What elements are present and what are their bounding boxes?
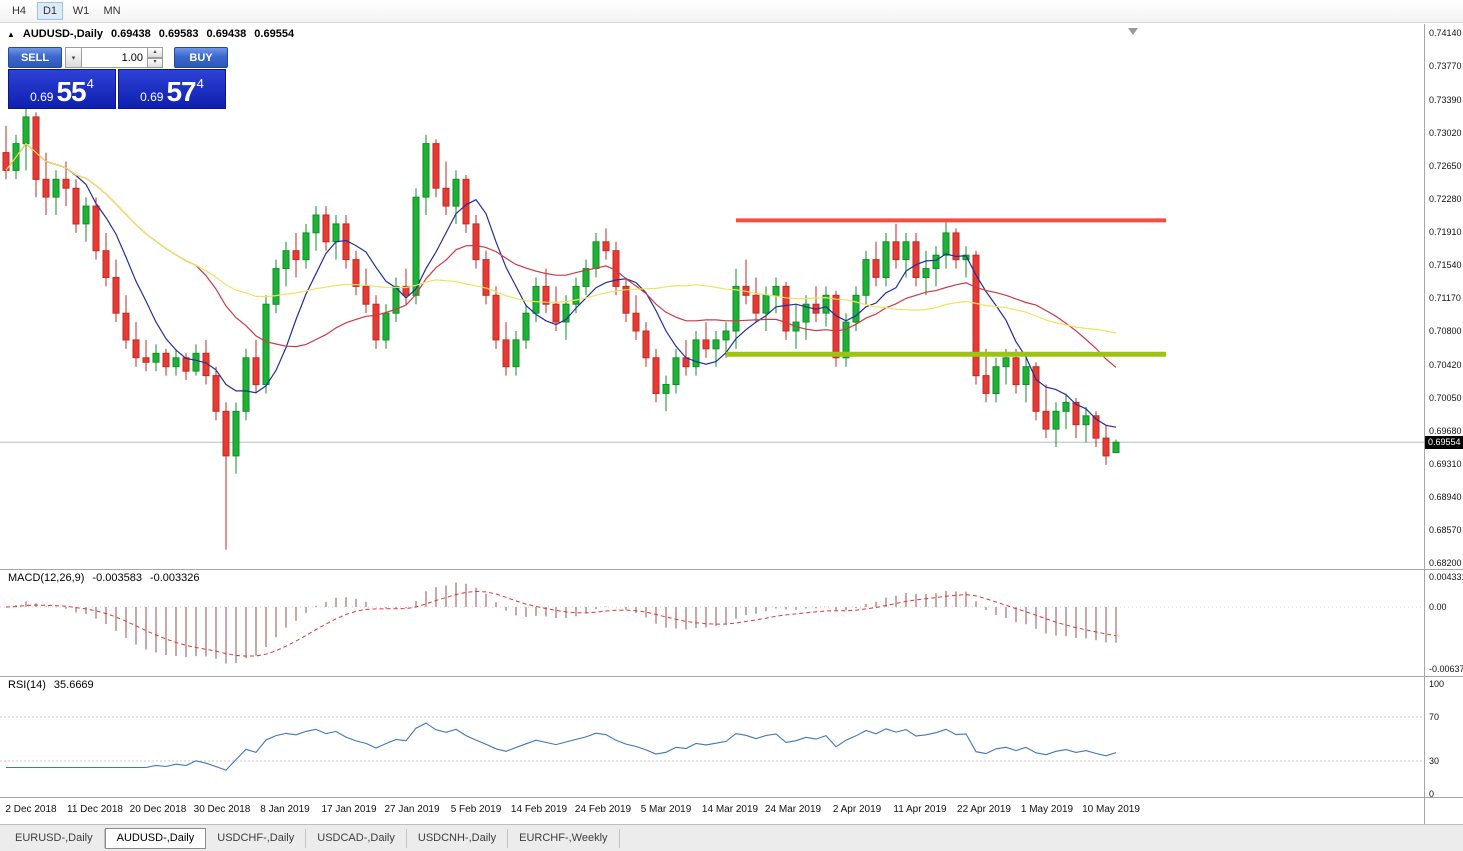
sell-price-prefix: 0.69 [30, 90, 54, 104]
price-axis-label: 0.70050 [1429, 393, 1462, 403]
price-axis-label: 0.73020 [1429, 128, 1462, 138]
ohlc-high: 0.69583 [158, 28, 199, 40]
panel-separator [0, 797, 1463, 798]
one-click-trading-panel: SELL ▾ ▴ ▾ BUY 0.69 55 4 0.69 57 4 [8, 47, 228, 109]
price-axis-separator [1424, 24, 1425, 824]
date-axis-label: 14 Feb 2019 [510, 804, 568, 815]
ohlc-low: 0.69438 [206, 28, 247, 40]
rsi-axis-label: 70 [1429, 712, 1440, 722]
chart-tab-usdcnh-daily[interactable]: USDCNH-,Daily [407, 828, 509, 848]
volume-increase-button[interactable]: ▴ [148, 47, 163, 58]
sell-button[interactable]: SELL [8, 47, 62, 68]
buy-button[interactable]: BUY [174, 47, 228, 68]
date-axis-label: 17 Jan 2019 [321, 804, 377, 815]
timeframe-toolbar: H4 D1 W1 MN [0, 0, 1463, 23]
price-axis-label: 0.69680 [1429, 426, 1462, 436]
date-axis-label: 22 Apr 2019 [957, 804, 1011, 815]
chart-tab-audusd-daily[interactable]: AUDUSD-,Daily [104, 827, 207, 849]
date-axis-label: 2 Apr 2019 [832, 804, 882, 815]
price-axis-label: 0.69310 [1429, 459, 1462, 469]
date-axis-label: 10 May 2019 [1082, 804, 1140, 815]
panel-separator[interactable] [0, 676, 1463, 677]
date-axis-label: 1 May 2019 [1020, 804, 1074, 815]
buy-price-big: 57 [166, 76, 196, 107]
price-axis-label: 0.68570 [1429, 525, 1462, 535]
volume-input[interactable] [82, 47, 148, 68]
rsi-axis-label: 0 [1429, 789, 1435, 799]
date-axis-label: 30 Dec 2018 [193, 804, 251, 815]
chevron-down-icon: ▾ [153, 59, 157, 66]
macd-signal-value: -0.003326 [149, 572, 200, 584]
volume-decrease-button[interactable]: ▾ [148, 57, 163, 68]
price-axis-label: 0.71540 [1429, 260, 1462, 270]
chart-symbol-label: AUDUSD-,Daily [22, 28, 103, 40]
chart-shift-marker[interactable] [1128, 28, 1138, 35]
volume-control: ▾ ▴ ▾ [65, 47, 171, 68]
chart-title: ▲ AUDUSD-,Daily 0.69438 0.69583 0.69438 … [7, 28, 294, 40]
macd-label: MACD(12,26,9) -0.003583 -0.003326 [8, 572, 200, 584]
rsi-axis-label: 30 [1429, 756, 1440, 766]
ohlc-close: 0.69554 [254, 28, 295, 40]
date-axis-label: 14 Mar 2019 [701, 804, 759, 815]
date-axis-label: 20 Dec 2018 [129, 804, 187, 815]
timeframe-d1-button[interactable]: D1 [37, 2, 63, 20]
volume-stepper: ▴ ▾ [148, 47, 163, 68]
main-chart-canvas[interactable] [0, 24, 1424, 569]
buy-price-sup: 4 [196, 76, 204, 91]
sell-price-sup: 4 [86, 76, 94, 91]
rsi-value: 35.6669 [53, 679, 94, 691]
chevron-down-icon: ▾ [71, 54, 76, 62]
chart-tab-usdcad-daily[interactable]: USDCAD-,Daily [306, 828, 407, 848]
date-axis-label: 5 Mar 2019 [640, 804, 692, 815]
current-price-badge: 0.69554 [1425, 436, 1463, 449]
date-axis-label: 5 Feb 2019 [450, 804, 502, 815]
date-axis-label: 24 Mar 2019 [764, 804, 822, 815]
rsi-indicator-canvas[interactable] [0, 677, 1424, 797]
price-axis-label: 0.73390 [1429, 95, 1462, 105]
rsi-axis-label: 100 [1429, 679, 1445, 689]
macd-indicator-canvas[interactable] [0, 570, 1424, 676]
macd-name: MACD(12,26,9) [8, 572, 85, 584]
macd-main-value: -0.003583 [92, 572, 142, 584]
price-axis-label: 0.73770 [1429, 61, 1462, 71]
date-axis-label: 27 Jan 2019 [384, 804, 440, 815]
chart-tab-eurusd-daily[interactable]: EURUSD-,Daily [4, 828, 105, 848]
macd-axis-label: 0.00 [1429, 602, 1447, 612]
date-axis-label: 2 Dec 2018 [5, 804, 57, 815]
price-axis-label: 0.74140 [1429, 28, 1462, 38]
price-axis-label: 0.68200 [1429, 558, 1462, 568]
sell-price-big: 55 [56, 76, 86, 107]
ohlc-open: 0.69438 [111, 28, 151, 40]
date-axis-label: 24 Feb 2019 [574, 804, 632, 815]
panel-separator[interactable] [0, 569, 1463, 570]
chart-tab-usdchf-daily[interactable]: USDCHF-,Daily [206, 828, 307, 848]
chevron-up-icon: ▴ [153, 48, 157, 55]
macd-axis-label: -0.006373 [1429, 664, 1463, 674]
price-axis-label: 0.71170 [1429, 293, 1461, 303]
timeframe-h4-button[interactable]: H4 [6, 2, 32, 20]
timeframe-mn-button[interactable]: MN [99, 2, 125, 20]
volume-dropdown-button[interactable]: ▾ [65, 47, 82, 68]
buy-price-display[interactable]: 0.69 57 4 [118, 69, 226, 109]
price-axis-label: 0.70800 [1429, 326, 1462, 336]
price-axis-label: 0.72280 [1429, 194, 1462, 204]
chart-expand-icon[interactable]: ▲ [7, 29, 15, 39]
sell-price-display[interactable]: 0.69 55 4 [8, 69, 116, 109]
price-axis-label: 0.72650 [1429, 161, 1462, 171]
date-axis-label: 11 Dec 2018 [67, 804, 123, 815]
rsi-name: RSI(14) [8, 679, 46, 691]
chart-tab-bar: EURUSD-,Daily AUDUSD-,Daily USDCHF-,Daily U… [0, 824, 1463, 851]
price-axis-label: 0.68940 [1429, 492, 1462, 502]
timeframe-w1-button[interactable]: W1 [68, 2, 94, 20]
rsi-label: RSI(14) 35.6669 [8, 679, 94, 691]
chart-tab-eurchf-weekly[interactable]: EURCHF-,Weekly [508, 828, 620, 848]
price-axis-label: 0.70420 [1429, 360, 1462, 370]
date-axis-label: 8 Jan 2019 [260, 804, 310, 815]
buy-price-prefix: 0.69 [140, 90, 164, 104]
price-axis-label: 0.71910 [1429, 227, 1462, 237]
macd-axis-label: 0.004331 [1429, 572, 1463, 582]
date-axis-label: 11 Apr 2019 [893, 804, 947, 815]
